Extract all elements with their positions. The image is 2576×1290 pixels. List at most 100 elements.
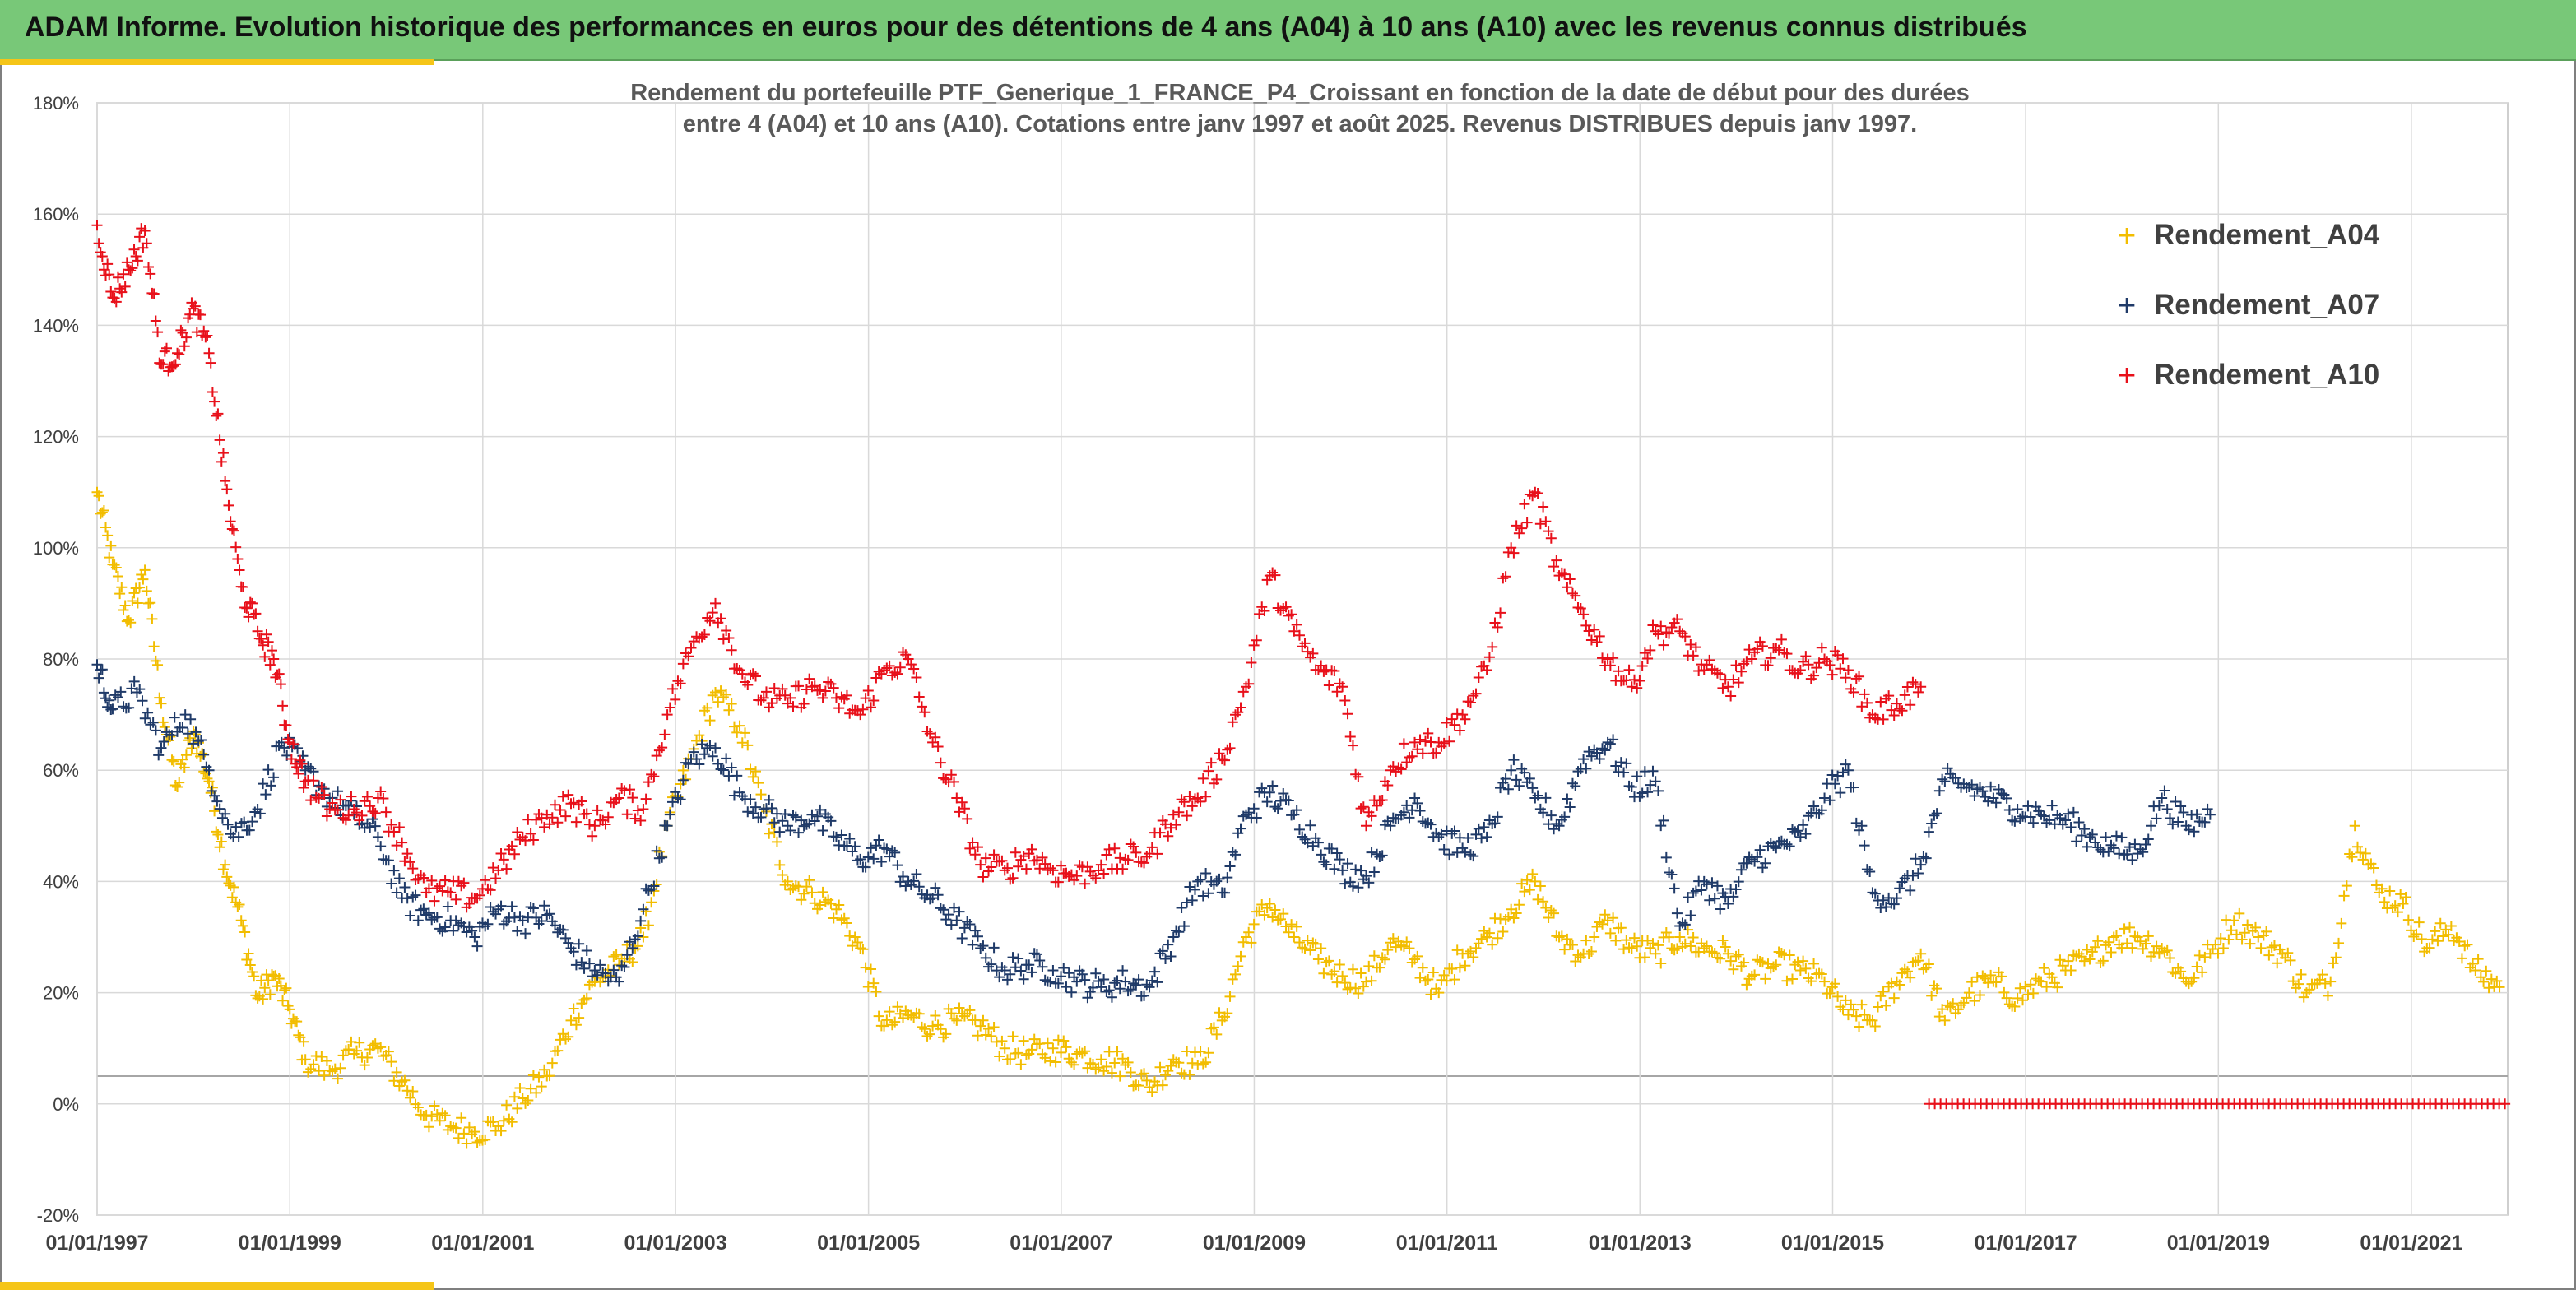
marker-a10 [1725,690,1737,702]
marker-a04 [1200,1056,1212,1068]
marker-a10 [1585,634,1597,646]
marker-a04 [1671,943,1683,954]
marker-a07 [2116,832,2128,843]
marker-a07 [2071,836,2082,847]
marker-a10 [1460,713,1471,725]
marker-a04 [1114,1070,1126,1082]
marker-a04 [2134,935,2146,947]
y-tick-label: 80% [43,649,79,670]
marker-a07 [1457,842,1469,854]
marker-a04 [1556,930,1567,942]
marker-a04 [2137,943,2149,954]
marker-a04 [2178,972,2189,984]
marker-a04 [128,587,140,599]
marker-a10 [508,848,520,860]
marker-a07 [1572,766,1584,777]
marker-a04 [1334,959,1345,971]
marker-a07 [2172,816,2184,828]
marker-a10 [1837,653,1849,665]
marker-a04 [2129,930,2141,942]
marker-a10 [632,805,643,816]
marker-a04 [1101,1061,1112,1073]
marker-a10 [211,411,222,422]
marker-a04 [104,552,115,564]
marker-a10 [318,789,330,800]
marker-a07 [1235,823,1246,834]
marker-a07 [1760,857,1771,869]
marker-a07 [1476,833,1488,844]
marker-a07 [964,918,976,930]
marker-a10 [866,702,877,713]
marker-a04 [994,1051,1005,1062]
marker-a10 [157,359,169,370]
marker-a07 [1398,806,1409,818]
marker-a04 [471,1136,483,1148]
marker-a10 [1559,568,1571,580]
marker-a04 [2105,947,2117,958]
marker-a07 [412,915,424,926]
marker-a10 [726,644,737,656]
marker-a10 [806,681,818,693]
marker-a04 [498,1115,509,1126]
marker-a04 [2108,931,2119,943]
marker-a07 [994,972,1005,983]
marker-a07 [2142,833,2154,845]
marker-a07 [1658,814,1669,826]
marker-a10 [892,668,903,680]
marker-a07 [557,924,569,935]
marker-a04 [1559,944,1571,955]
marker-a10 [1741,656,1752,667]
marker-a04 [2322,990,2333,1001]
marker-a07 [1696,884,1707,896]
marker-a10 [964,842,976,854]
marker-a04 [2090,941,2101,953]
marker-a04 [1087,1059,1098,1070]
marker-a04 [1318,968,1330,979]
marker-a07 [410,889,421,901]
marker-a04 [2151,940,2162,952]
marker-a10 [237,581,248,592]
marker-a10 [141,238,152,249]
marker-a04 [1711,952,1723,963]
marker-a07 [600,968,611,979]
marker-a10 [359,796,370,807]
marker-a07 [541,909,553,921]
marker-a07 [169,712,180,723]
marker-a10 [98,264,109,276]
marker-a10 [935,757,946,768]
marker-a07 [680,757,692,768]
marker-a10 [112,271,123,283]
marker-a07 [2046,800,2058,811]
marker-a10 [1423,727,1434,739]
marker-a07 [1331,847,1343,859]
marker-a10 [1540,516,1552,527]
marker-a04 [246,966,258,977]
marker-a10 [1109,842,1121,854]
marker-a04 [819,896,831,907]
marker-a04 [2475,972,2486,983]
marker-a04 [1961,992,1972,1004]
marker-a10 [1468,690,1479,702]
marker-a07 [190,726,202,738]
marker-a04 [1056,1046,1067,1058]
marker-a07 [482,918,494,930]
marker-a07 [1026,967,1037,978]
marker-a07 [1980,791,1991,803]
marker-a10 [1679,631,1691,643]
marker-a10 [969,849,981,861]
marker-a10 [1813,657,1825,669]
marker-a04 [643,920,654,931]
marker-a04 [1631,940,1643,952]
marker-a04 [750,766,762,777]
marker-a07 [1840,759,1851,770]
marker-a04 [141,585,152,596]
marker-a04 [166,754,178,766]
marker-a04 [2336,917,2347,929]
marker-a10 [1323,680,1334,691]
marker-a04 [1120,1059,1131,1070]
marker-a07 [1888,898,1900,910]
marker-a10 [1013,861,1024,872]
marker-a07 [109,689,121,701]
marker-a04 [214,842,225,853]
marker-a10 [1589,624,1600,635]
